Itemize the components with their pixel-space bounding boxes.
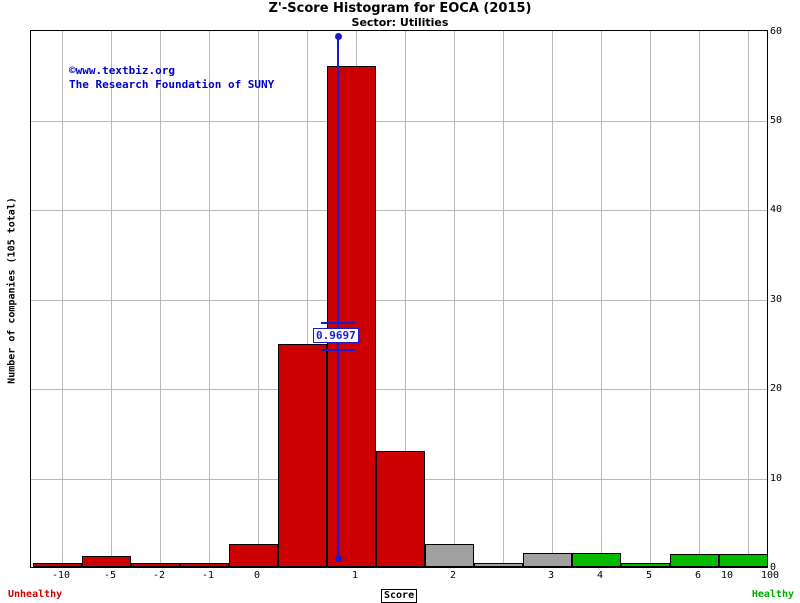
score-marker-line [337,36,339,559]
ytick-50: 50 [770,115,783,126]
watermark: ©www.textbiz.org The Research Foundation… [69,64,274,92]
xtick--5: -5 [103,570,117,581]
gridline-x-2 [454,31,455,567]
xtick--1: -1 [201,570,215,581]
zone-label-healthy: Healthy [751,589,794,600]
bar-bin-0 [229,544,278,567]
bar-bin-4 [572,553,621,567]
gridline-x--10 [62,31,63,567]
y-axis-label: Number of companies (105 total) [6,197,18,384]
gridline-x-3 [552,31,553,567]
score-marker-dot-bottom [335,555,342,562]
bar-bin--2 [131,563,180,567]
chart-subtitle: Sector: Utilities [351,16,449,29]
bar-bin--1 [180,563,229,567]
gridline-x--2 [160,31,161,567]
gridline-x--1 [209,31,210,567]
score-marker-cap-bottom [321,349,355,351]
xtick-4: 4 [596,570,604,581]
bar-bin--5 [82,556,131,567]
ytick-60: 60 [770,26,783,37]
score-marker-cap-top [321,322,355,324]
chart-title: Z'-Score Histogram for EOCA (2015) [268,1,532,16]
watermark-line-2: The Research Foundation of SUNY [69,78,275,91]
score-marker-label: 0.9697 [313,328,359,343]
xtick--2: -2 [152,570,166,581]
gridline-x-1-5 [405,31,406,567]
xtick-0: 0 [253,570,261,581]
gridline-x-6 [699,31,700,567]
gridline-x-4 [601,31,602,567]
watermark-line-1: ©www.textbiz.org [69,64,175,77]
ytick-10: 10 [770,473,783,484]
bar-bin-2 [425,544,474,567]
gridline-x-0-5 [307,31,308,567]
bar-bin-5 [621,563,670,567]
gridline-y-40 [31,210,767,211]
plot-area: 0.9697 ©www.textbiz.org The Research Fou… [30,30,768,568]
gridline-x-0 [258,31,259,567]
ytick-40: 40 [770,204,783,215]
gridline-y-30 [31,300,767,301]
bar-bin-2-5 [474,563,523,567]
xtick-2: 2 [449,570,457,581]
bar-bin-1-5 [376,451,425,567]
zone-label-unhealthy: Unhealthy [8,589,63,600]
ytick-30: 30 [770,294,783,305]
gridline-x-2-5 [503,31,504,567]
bar-bin-6 [670,554,719,567]
bar-bin-10 [719,554,767,567]
xtick-1: 1 [351,570,359,581]
gridline-x-10 [748,31,749,567]
score-marker-dot-top [335,33,342,40]
xtick-6: 6 [694,570,702,581]
gridline-x-5 [650,31,651,567]
xtick-100: 100 [760,570,780,581]
gridline-x--5 [111,31,112,567]
bar-bin-1 [327,66,376,567]
xtick-3: 3 [547,570,555,581]
ytick-20: 20 [770,383,783,394]
ytick-0: 0 [770,562,777,573]
gridline-y-20 [31,389,767,390]
xtick-10: 10 [720,570,734,581]
bar-bin-3 [523,553,572,567]
gridline-y-50 [31,121,767,122]
xtick--10: -10 [51,570,71,581]
bar-bin--10 [33,563,82,567]
xtick-5: 5 [645,570,653,581]
bar-bin-0-5 [278,344,327,567]
x-axis-label: Score [381,589,418,603]
